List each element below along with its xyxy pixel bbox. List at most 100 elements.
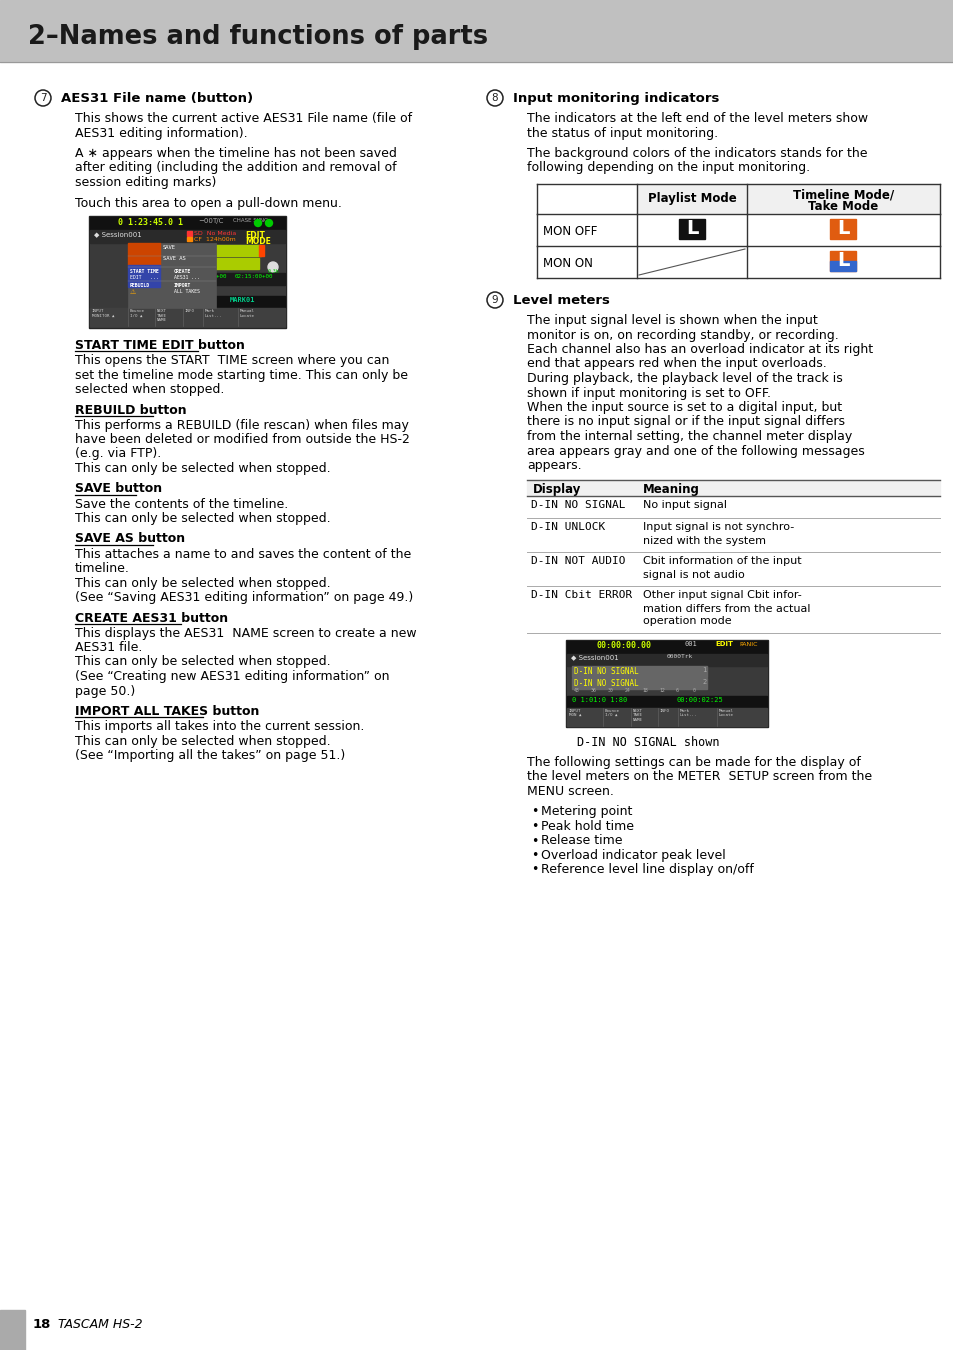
Text: Mark
List...: Mark List... (679, 709, 697, 717)
Text: CF  124h00m: CF 124h00m (193, 238, 235, 242)
Bar (90, 217, 285, 230)
Text: session editing marks): session editing marks) (75, 176, 216, 189)
Text: D-IN UNLOCK: D-IN UNLOCK (531, 522, 604, 532)
Text: 0.3h: 0.3h (267, 269, 278, 274)
Text: IMPORT ALL TAKES button: IMPORT ALL TAKES button (75, 705, 259, 718)
Bar (0, 1310, 25, 1350)
Text: 1: 1 (701, 667, 705, 672)
Text: Reference level line display on/off: Reference level line display on/off (540, 864, 753, 876)
Text: This displays the AES31  NAME screen to create a new: This displays the AES31 NAME screen to c… (75, 626, 416, 640)
Text: Bounce
I/O ▲: Bounce I/O ▲ (130, 309, 145, 317)
Text: 001: 001 (684, 641, 697, 648)
Text: START TIME: START TIME (130, 269, 158, 274)
Bar (187, 238, 192, 242)
Bar (90, 217, 285, 327)
Text: PANIC: PANIC (739, 641, 757, 647)
Text: A ∗ appears when the timeline has not been saved: A ∗ appears when the timeline has not be… (75, 147, 396, 161)
Text: REBUILD: REBUILD (130, 284, 150, 288)
Text: Other input signal Cbit infor-: Other input signal Cbit infor- (642, 590, 801, 601)
Text: from the internal setting, the channel meter display: from the internal setting, the channel m… (526, 431, 851, 443)
Text: TASCAM HS-2: TASCAM HS-2 (58, 1318, 143, 1331)
Text: timeline.: timeline. (75, 562, 130, 575)
Text: 30: 30 (607, 688, 613, 694)
Text: shown if input monitoring is set to OFF.: shown if input monitoring is set to OFF. (526, 386, 770, 400)
Text: Release time: Release time (540, 834, 622, 848)
Bar (128, 243, 160, 265)
Text: No input signal: No input signal (642, 501, 726, 510)
Text: the status of input monitoring.: the status of input monitoring. (526, 127, 718, 139)
Text: This can only be selected when stopped.: This can only be selected when stopped. (75, 462, 331, 475)
Text: L: L (837, 251, 849, 270)
Text: D-IN NOT AUDIO: D-IN NOT AUDIO (531, 556, 625, 567)
Text: INFO: INFO (659, 709, 669, 713)
Text: 18: 18 (641, 688, 647, 694)
Text: (See “Importing all the takes” on page 51.): (See “Importing all the takes” on page 5… (75, 749, 345, 761)
Bar (128, 265, 160, 288)
Text: INPUT
MONITOR ▲: INPUT MONITOR ▲ (91, 309, 114, 317)
Text: 48: 48 (574, 688, 579, 694)
Text: START TIME EDIT button: START TIME EDIT button (75, 339, 245, 352)
Text: Touch this area to open a pull-down menu.: Touch this area to open a pull-down menu… (75, 197, 341, 209)
Text: 7: 7 (40, 93, 47, 103)
Text: NEXT
TAKE
NAME: NEXT TAKE NAME (633, 709, 642, 722)
Text: When the input source is set to a digital input, but: When the input source is set to a digita… (526, 401, 841, 414)
Text: set the timeline mode starting time. This can only be: set the timeline mode starting time. Thi… (75, 369, 408, 382)
Text: 36: 36 (590, 688, 597, 694)
Text: This opens the START  TIME screen where you can: This opens the START TIME screen where y… (75, 354, 389, 367)
Text: •: • (531, 834, 537, 848)
Text: Take Mode: Take Mode (807, 200, 878, 213)
Text: (See “Creating new AES31 editing information” on: (See “Creating new AES31 editing informa… (75, 670, 389, 683)
Text: REBUILD button: REBUILD button (75, 404, 187, 417)
Bar (830, 251, 856, 271)
Text: have been deleted or modified from outside the HS-2: have been deleted or modified from outsi… (75, 433, 410, 446)
Text: operation mode: operation mode (642, 617, 731, 626)
Text: Overload indicator peak level: Overload indicator peak level (540, 849, 725, 863)
Circle shape (268, 262, 277, 271)
Text: 00:00:02:25: 00:00:02:25 (677, 697, 723, 702)
Text: EDIT: EDIT (245, 231, 265, 240)
Bar (89, 216, 286, 328)
Text: 0000Trk: 0000Trk (666, 655, 693, 660)
Bar (566, 695, 766, 707)
Text: Each channel also has an overload indicator at its right: Each channel also has an overload indica… (526, 343, 872, 356)
Bar (830, 261, 856, 271)
Text: EDIT: EDIT (714, 641, 732, 648)
Text: ALL TAKES: ALL TAKES (173, 289, 200, 294)
Text: This performs a REBUILD (file rescan) when files may: This performs a REBUILD (file rescan) wh… (75, 418, 409, 432)
Bar (566, 653, 766, 666)
Bar (566, 640, 766, 653)
Text: T/C: T/C (212, 217, 223, 224)
Bar (214, 244, 261, 256)
Text: selected when stopped.: selected when stopped. (75, 383, 224, 396)
Text: AES31 File name (button): AES31 File name (button) (61, 92, 253, 105)
Text: ◆ Session001: ◆ Session001 (94, 231, 142, 238)
Bar (214, 258, 258, 269)
Text: (See “Saving AES31 editing information” on page 49.): (See “Saving AES31 editing information” … (75, 591, 413, 603)
Text: Bounce
I/O ▲: Bounce I/O ▲ (604, 709, 619, 717)
Text: INFO: INFO (185, 309, 194, 313)
Text: monitor is on, on recording standby, or recording.: monitor is on, on recording standby, or … (526, 328, 838, 342)
Text: −00: −00 (198, 217, 213, 224)
Text: AES31 file.: AES31 file. (75, 641, 142, 653)
Text: Input monitoring indicators: Input monitoring indicators (513, 92, 719, 105)
Bar (258, 244, 264, 256)
Text: Input signal is not synchro-: Input signal is not synchro- (642, 522, 794, 532)
Text: signal is not audio: signal is not audio (642, 570, 744, 579)
Text: INPUT
MON ▲: INPUT MON ▲ (568, 709, 581, 717)
Bar (566, 707, 766, 725)
Text: ◆ Session001: ◆ Session001 (571, 655, 618, 660)
Text: IMPORT: IMPORT (173, 284, 191, 288)
Text: page 50.): page 50.) (75, 684, 135, 698)
Bar (830, 219, 856, 239)
Text: This imports all takes into the current session.: This imports all takes into the current … (75, 720, 364, 733)
Text: This can only be selected when stopped.: This can only be selected when stopped. (75, 734, 331, 748)
Text: This can only be selected when stopped.: This can only be selected when stopped. (75, 576, 331, 590)
Text: there is no input signal or if the input signal differs: there is no input signal or if the input… (526, 416, 844, 428)
Text: 0: 0 (692, 688, 695, 694)
Bar (572, 666, 706, 676)
Bar (537, 184, 939, 215)
Text: This attaches a name to and saves the content of the: This attaches a name to and saves the co… (75, 548, 411, 560)
Text: 9: 9 (491, 296, 497, 305)
Text: The indicators at the left end of the level meters show: The indicators at the left end of the le… (526, 112, 867, 126)
Text: 00:00:00.00: 00:00:00.00 (597, 641, 651, 651)
